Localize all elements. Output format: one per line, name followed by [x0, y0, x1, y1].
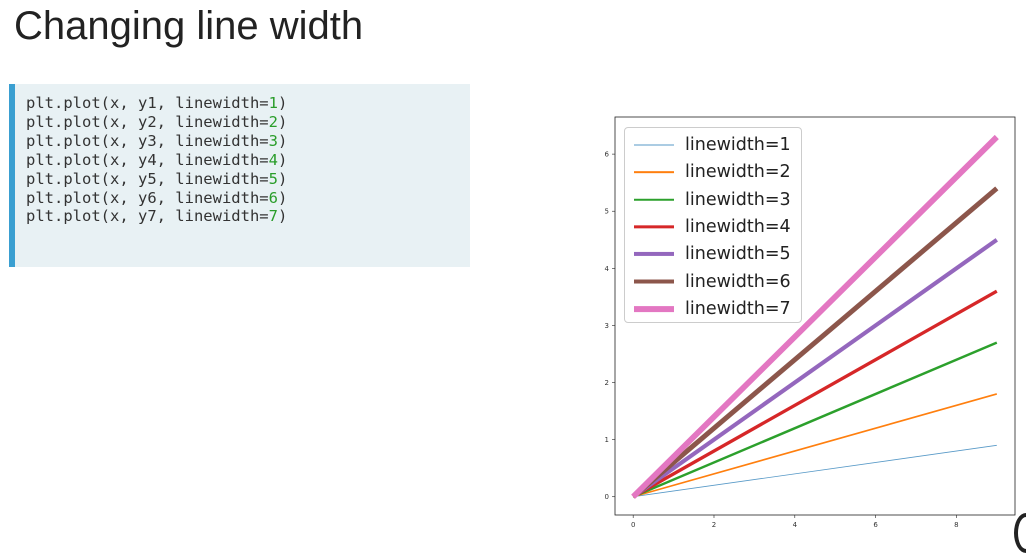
legend-swatch — [634, 198, 674, 201]
y-tick-label: 0 — [605, 493, 609, 501]
code-number: 1 — [268, 94, 278, 112]
y-tick-label: 6 — [605, 151, 610, 159]
legend-label: linewidth=4 — [685, 216, 791, 237]
code-text: plt.plot(x, y5, linewidth= — [26, 169, 269, 188]
series-line — [632, 341, 998, 498]
code-text: ) — [277, 94, 288, 112]
code-block: plt.plot(x, y1, linewidth=1) plt.plot(x,… — [9, 84, 470, 267]
code-line: plt.plot(x, y4, linewidth=4) — [26, 151, 470, 170]
y-tick-label: 5 — [605, 208, 609, 216]
code-line: plt.plot(x, y1, linewidth=1) — [26, 94, 470, 113]
plot-frame — [614, 116, 1016, 516]
code-line: plt.plot(x, y5, linewidth=5) — [26, 170, 470, 189]
code-number: 6 — [268, 188, 278, 207]
legend-swatch — [634, 305, 674, 312]
x-tick-label: 6 — [873, 521, 878, 529]
code-text: ) — [277, 112, 288, 131]
legend-item: linewidth=3 — [625, 186, 803, 214]
y-tick-label: 3 — [605, 322, 609, 330]
code-text: plt.plot(x, y3, linewidth= — [26, 131, 269, 150]
series-line — [631, 186, 999, 499]
legend-item: linewidth=7 — [625, 295, 803, 323]
code-text: ) — [277, 188, 288, 207]
x-tick-label: 2 — [712, 521, 716, 529]
series-line — [632, 289, 998, 499]
legend-item: linewidth=5 — [625, 240, 803, 268]
code-text: plt.plot(x, y4, linewidth= — [26, 150, 269, 169]
legend-label: linewidth=1 — [685, 135, 791, 155]
x-tick-label: 4 — [793, 521, 798, 529]
legend-item: linewidth=1 — [625, 131, 803, 159]
code-number: 7 — [268, 207, 278, 226]
code-line: plt.plot(x, y3, linewidth=3) — [26, 132, 470, 151]
legend-swatch — [634, 144, 674, 146]
code-text: plt.plot(x, y2, linewidth= — [26, 112, 269, 131]
legend-item: linewidth=4 — [625, 213, 803, 241]
y-tick-label: 1 — [605, 436, 609, 444]
code-number: 3 — [268, 131, 278, 150]
code-text: plt.plot(x, y6, linewidth= — [26, 188, 269, 207]
legend-label: linewidth=3 — [685, 189, 791, 210]
legend-swatch — [634, 225, 674, 229]
y-tick-label: 4 — [605, 265, 610, 273]
chart-legend: linewidth=1 linewidth=2 linewidth=3 linewid… — [624, 127, 802, 323]
code-number: 4 — [268, 150, 278, 169]
code-text: ) — [277, 207, 288, 226]
series-line — [633, 444, 997, 498]
series-line — [631, 134, 999, 499]
code-text: ) — [277, 131, 288, 150]
legend-item: linewidth=2 — [625, 158, 803, 186]
code-number: 5 — [268, 169, 278, 188]
code-line: plt.plot(x, y7, linewidth=7) — [26, 207, 470, 226]
legend-swatch — [634, 252, 674, 257]
code-line: plt.plot(x, y2, linewidth=2) — [26, 113, 470, 132]
x-tick-label: 0 — [631, 521, 635, 529]
y-tick-label: 2 — [605, 379, 609, 387]
code-text: ) — [277, 169, 288, 188]
code-line: plt.plot(x, y6, linewidth=6) — [26, 189, 470, 208]
series-line — [632, 238, 998, 499]
legend-swatch — [634, 279, 674, 284]
x-tick-label: 8 — [954, 521, 958, 529]
chart-svg: 0 1 2 3 4 5 6 0 2 4 6 8 — [605, 116, 1016, 529]
series-line — [632, 393, 998, 498]
legend-label: linewidth=5 — [685, 244, 791, 265]
code-text: plt.plot(x, y7, linewidth= — [26, 207, 269, 226]
code-text: ) — [277, 150, 288, 169]
legend-label: linewidth=7 — [685, 298, 791, 319]
slide-title: Changing line width — [14, 4, 364, 48]
legend-item: linewidth=6 — [625, 268, 803, 296]
code-text: plt.plot(x, y1, linewidth= — [26, 94, 269, 112]
code-number: 2 — [268, 112, 278, 131]
legend-label: linewidth=2 — [685, 162, 791, 183]
legend-label: linewidth=6 — [685, 271, 791, 292]
legend-swatch — [634, 171, 674, 174]
